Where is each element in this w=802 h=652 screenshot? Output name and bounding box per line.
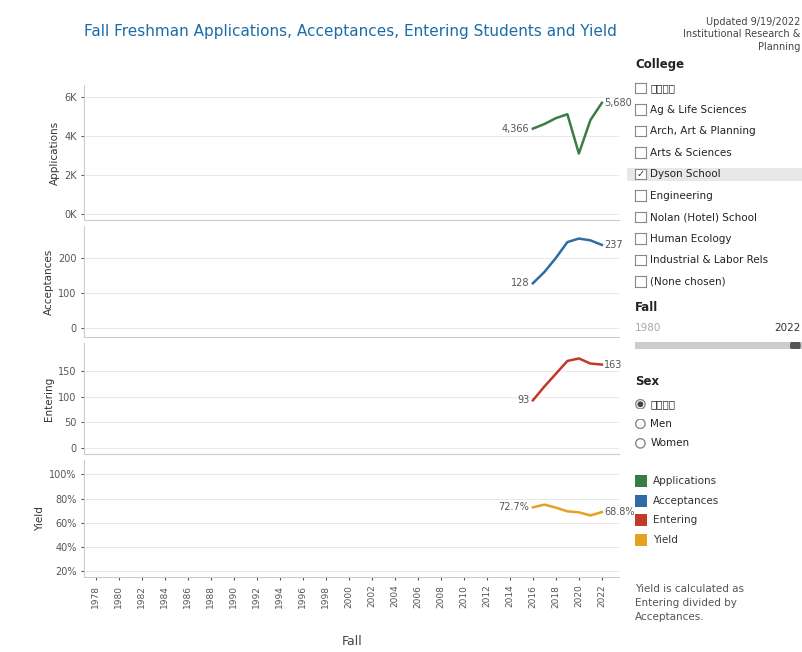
Text: Yield: Yield	[654, 535, 678, 545]
Text: Arch, Art & Planning: Arch, Art & Planning	[650, 126, 756, 136]
Text: Fall Freshman Applications, Acceptances, Entering Students and Yield: Fall Freshman Applications, Acceptances,…	[84, 24, 617, 39]
Text: 68.8%: 68.8%	[604, 507, 634, 517]
Text: Arts & Sciences: Arts & Sciences	[650, 147, 732, 158]
Text: Fall: Fall	[342, 636, 362, 649]
Text: 72.7%: 72.7%	[499, 503, 529, 512]
Text: （全部）: （全部）	[650, 399, 675, 409]
Text: Institutional Research &: Institutional Research &	[683, 29, 800, 39]
Text: Planning: Planning	[758, 42, 800, 52]
Text: （全部）: （全部）	[650, 83, 675, 93]
Text: Applications: Applications	[654, 476, 718, 486]
Text: Acceptances: Acceptances	[654, 496, 719, 506]
Text: 237: 237	[604, 240, 623, 250]
Y-axis label: Yield: Yield	[35, 506, 45, 531]
Text: Human Ecology: Human Ecology	[650, 233, 732, 244]
Text: Fall: Fall	[635, 301, 658, 314]
Text: Dyson School: Dyson School	[650, 169, 721, 179]
Text: College: College	[635, 59, 684, 72]
Y-axis label: Acceptances: Acceptances	[44, 248, 54, 315]
Text: 4,366: 4,366	[502, 124, 529, 134]
Text: 93: 93	[517, 395, 529, 406]
Text: 5,680: 5,680	[604, 98, 632, 108]
Text: 1980: 1980	[635, 323, 662, 333]
Text: Nolan (Hotel) School: Nolan (Hotel) School	[650, 212, 757, 222]
Text: Yield is calculated as
Entering divided by
Acceptances.: Yield is calculated as Entering divided …	[635, 584, 744, 622]
Text: Women: Women	[650, 438, 690, 449]
Circle shape	[638, 402, 643, 407]
Text: ✓: ✓	[636, 169, 645, 179]
Text: Industrial & Labor Rels: Industrial & Labor Rels	[650, 255, 768, 265]
Ellipse shape	[791, 338, 800, 353]
Text: Ag & Life Sciences: Ag & Life Sciences	[650, 104, 747, 115]
Text: 163: 163	[604, 359, 622, 370]
Text: 128: 128	[511, 278, 529, 288]
Text: 2022: 2022	[774, 323, 800, 333]
Y-axis label: Entering: Entering	[44, 376, 54, 421]
Text: Engineering: Engineering	[650, 190, 713, 201]
Text: Updated 9/19/2022: Updated 9/19/2022	[706, 17, 800, 27]
Text: Sex: Sex	[635, 375, 659, 388]
Y-axis label: Applications: Applications	[50, 121, 60, 185]
Text: Men: Men	[650, 419, 672, 429]
Text: Entering: Entering	[654, 515, 698, 526]
Text: (None chosen): (None chosen)	[650, 276, 726, 287]
